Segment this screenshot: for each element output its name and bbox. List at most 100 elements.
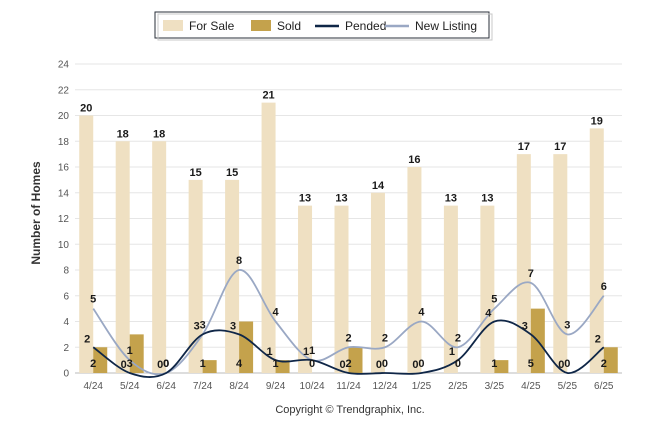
label-sold: 5	[528, 358, 534, 370]
label-pended: 2	[595, 333, 601, 345]
y-tick-label: 14	[58, 188, 70, 199]
label-pended: 1	[303, 346, 309, 358]
label-new-listing: 5	[90, 294, 96, 306]
label-pended: 0	[376, 359, 382, 371]
bar-sold	[275, 360, 290, 373]
label-new-listing: 3	[200, 319, 206, 331]
label-new-listing: 4	[418, 307, 425, 319]
label-pended: 0	[412, 359, 418, 371]
x-axis-ticks: 4/24 5/24 6/24 7/24 8/24 9/24 10/24 11/24 12/24 1…	[83, 381, 613, 392]
y-tick-label: 6	[63, 291, 69, 302]
bar-sold	[202, 360, 217, 373]
label-sold: 2	[601, 358, 607, 370]
label-for-sale: 21	[262, 90, 274, 102]
x-tick-label: 8/24	[229, 381, 249, 392]
bar-sold	[494, 360, 509, 373]
label-pended: 3	[230, 320, 236, 332]
label-for-sale: 19	[591, 115, 603, 127]
label-pended: 1	[267, 346, 273, 358]
label-new-listing: 2	[382, 332, 388, 344]
label-for-sale: 13	[481, 193, 493, 205]
label-sold: 0	[418, 358, 424, 370]
bar-for-sale	[407, 167, 422, 373]
y-tick-label: 12	[58, 214, 70, 225]
x-tick-label: 11/24	[336, 381, 361, 392]
label-pended: 1	[449, 346, 455, 358]
y-tick-label: 16	[58, 163, 70, 174]
label-pended: 3	[522, 320, 528, 332]
legend-items: For Sale Sold Pended New Listing	[163, 19, 477, 33]
bar-sold	[239, 321, 254, 373]
x-tick-label: 3/25	[485, 381, 505, 392]
label-sold: 2	[345, 358, 351, 370]
label-for-sale: 13	[445, 193, 457, 205]
legend-label: New Listing	[415, 19, 477, 33]
label-pended: 0	[121, 359, 127, 371]
label-new-listing: 5	[491, 294, 497, 306]
y-tick-label: 4	[63, 317, 69, 328]
label-sold: 0	[455, 358, 461, 370]
label-for-sale: 15	[226, 167, 238, 179]
bar-for-sale	[188, 179, 203, 373]
label-new-listing: 1	[309, 345, 315, 357]
x-tick-label: 4/24	[83, 381, 103, 392]
bar-for-sale	[115, 141, 130, 373]
label-sold: 0	[163, 358, 169, 370]
y-tick-label: 10	[58, 240, 70, 251]
y-axis-title: Number of Homes	[29, 161, 43, 265]
bar-for-sale	[261, 102, 276, 373]
label-new-listing: 6	[601, 281, 607, 293]
bar-for-sale	[334, 205, 349, 373]
copyright-text: Copyright © Trendgraphix, Inc.	[275, 404, 424, 416]
x-tick-label: 5/25	[558, 381, 578, 392]
label-for-sale: 18	[117, 128, 129, 140]
bar-for-sale	[480, 205, 495, 373]
legend-item-new-listing: New Listing	[385, 19, 477, 33]
legend-label: Pended	[345, 19, 386, 33]
label-sold: 1	[491, 358, 497, 370]
bar-sold	[348, 347, 363, 373]
label-pended: 4	[485, 308, 492, 320]
y-tick-label: 18	[58, 137, 70, 148]
x-tick-label: 7/24	[193, 381, 213, 392]
label-sold: 2	[90, 358, 96, 370]
label-pended: 0	[339, 359, 345, 371]
label-new-listing: 0	[163, 358, 169, 370]
legend-item-pended: Pended	[315, 19, 386, 33]
label-sold: 1	[200, 358, 206, 370]
x-tick-label: 4/25	[521, 381, 541, 392]
bar-sold	[93, 347, 108, 373]
legend-item-sold: Sold	[251, 19, 301, 33]
x-tick-label: 6/24	[156, 381, 176, 392]
label-sold: 0	[564, 358, 570, 370]
y-tick-label: 8	[63, 266, 69, 277]
label-new-listing: 3	[564, 319, 570, 331]
label-for-sale: 20	[80, 103, 92, 115]
bar-for-sale	[152, 141, 167, 373]
label-new-listing: 2	[345, 332, 351, 344]
y-tick-label: 22	[58, 85, 70, 96]
x-tick-label: 6/25	[594, 381, 614, 392]
bar-for-sale	[298, 205, 313, 373]
bar-sold	[603, 347, 618, 373]
bar-for-sale	[516, 154, 531, 373]
legend-label: For Sale	[189, 19, 235, 33]
label-for-sale: 14	[372, 180, 385, 192]
label-for-sale: 17	[518, 141, 530, 153]
bar-for-sale	[370, 192, 385, 373]
label-for-sale: 13	[335, 193, 347, 205]
label-for-sale: 15	[190, 167, 202, 179]
label-pended: 0	[558, 359, 564, 371]
label-new-listing: 8	[236, 255, 242, 267]
label-for-sale: 13	[299, 193, 311, 205]
y-tick-label: 0	[63, 369, 69, 380]
label-sold: 0	[382, 358, 388, 370]
label-for-sale: 16	[408, 154, 420, 166]
x-tick-label: 2/25	[448, 381, 468, 392]
legend-item-for-sale: For Sale	[163, 19, 235, 33]
label-sold: 4	[236, 358, 243, 370]
label-new-listing: 1	[127, 345, 133, 357]
line-pended	[92, 319, 605, 378]
